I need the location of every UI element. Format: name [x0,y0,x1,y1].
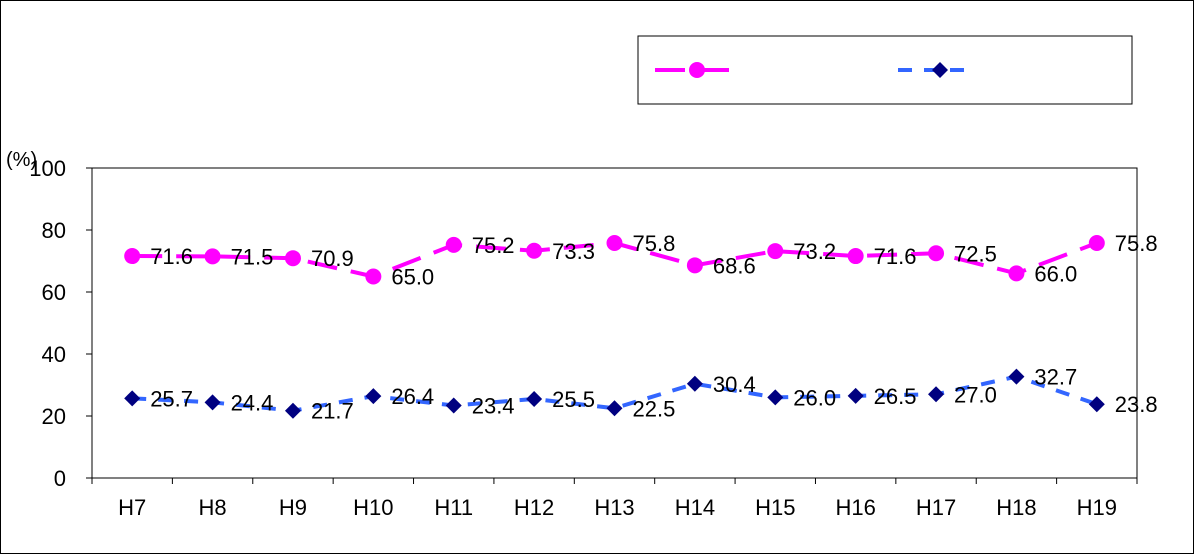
data-label: 75.8 [1115,231,1158,256]
y-tick-label: 100 [29,156,66,181]
data-label: 71.6 [150,244,193,269]
series-2-point [526,390,543,407]
series-2-point [1008,368,1025,385]
series-1-point [365,268,382,285]
data-label: 21.7 [311,399,354,424]
series-2-point [365,388,382,405]
data-label: 66.0 [1034,261,1077,286]
y-tick-label: 60 [42,280,66,305]
x-tick-label: H12 [514,495,554,520]
data-label: 32.7 [1034,365,1077,390]
series-1-point [928,245,945,262]
data-labels: 71.6 71.5 70.9 65.0 75.2 73.3 75.8 68.6 73.2 71.6… [150,231,1157,424]
series-1-point [686,257,703,274]
legend-series-2-marker [932,62,948,78]
x-tick-label: H11 [434,495,473,520]
data-label: 75.2 [472,233,515,258]
data-label: 22.5 [633,396,676,421]
data-label: 26.4 [391,384,434,409]
series-1-point [606,235,623,252]
data-label: 23.8 [1115,392,1158,417]
series-1-point [526,242,543,259]
series-2-point [204,394,221,411]
data-label: 27.0 [954,382,997,407]
x-tick-label: H10 [353,495,393,520]
series-1-point [445,236,462,253]
data-label: 30.4 [713,372,756,397]
series-2-point [606,400,623,417]
series-layer [124,235,1105,419]
data-label: 23.4 [472,393,515,418]
series-1-point [204,248,221,265]
x-tick-label: H9 [279,495,307,520]
data-label: 73.3 [552,239,595,264]
y-tick-label: 40 [42,342,66,367]
data-label: 73.2 [793,239,836,264]
series-1-point [1008,265,1025,282]
data-label: 70.9 [311,246,354,271]
series-1-point [124,248,141,265]
x-tick-label: H8 [199,495,227,520]
x-tick-label: H18 [996,495,1036,520]
x-tick-label: H17 [916,495,956,520]
x-tick-label: H19 [1077,495,1117,520]
x-tick-label: H13 [594,495,634,520]
y-tick-label: 20 [42,404,66,429]
data-label: 68.6 [713,253,756,278]
legend-series-1-marker [689,62,705,78]
data-label: 25.5 [552,387,595,412]
plot-area [91,167,1138,479]
y-tick-label: 0 [54,466,66,491]
x-tick-label: H14 [675,495,715,520]
data-label: 65.0 [391,265,434,290]
series-2-point [124,390,141,407]
x-tick-label: H15 [755,495,795,520]
data-label: 25.7 [150,386,193,411]
data-label: 71.5 [231,244,274,269]
series-1-point [1088,235,1105,252]
series-1-point [284,250,301,267]
x-tick-label: H16 [835,495,875,520]
series-2-point [847,387,864,404]
series-2-point [767,389,784,406]
series-1-point [767,243,784,260]
series-2-point [284,402,301,419]
data-label: 24.4 [231,390,274,415]
series-2-point [445,397,462,414]
data-label: 71.6 [874,244,917,269]
x-tick-label: H7 [118,495,146,520]
series-1-point [847,248,864,265]
data-label: 26.0 [793,385,836,410]
legend [637,35,1133,105]
y-tick-label: 80 [42,218,66,243]
data-label: 72.5 [954,241,997,266]
x-axis: H7 H8 H9 H10 H11 H12 H13 H14 H15 H16 H17 H18 H19 [91,478,1138,520]
data-label: 75.8 [633,231,676,256]
data-label: 26.5 [874,384,917,409]
series-2-point [686,375,703,392]
series-2-point [928,386,945,403]
series-2-point [1088,396,1105,413]
y-axis-label: (%) [6,149,37,171]
y-axis: 0 20 40 60 80 100 [29,156,92,491]
